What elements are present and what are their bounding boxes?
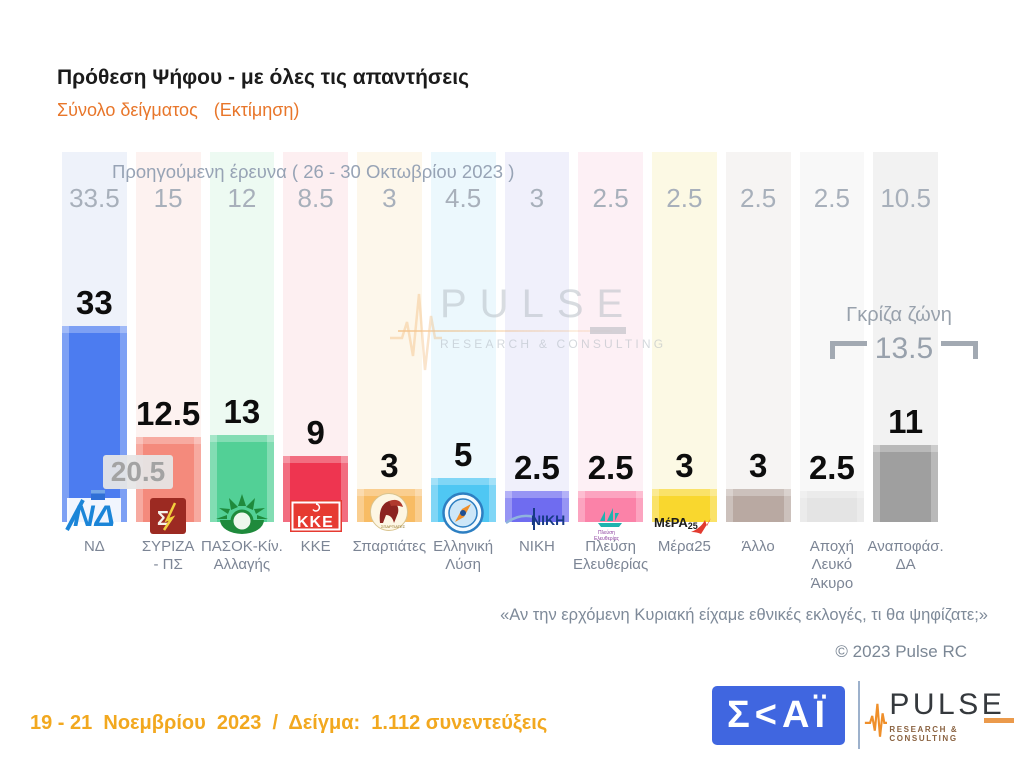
previous-value: 2.5	[740, 183, 777, 213]
party-label: Μέρα25	[657, 538, 711, 555]
current-value: 3	[675, 447, 694, 484]
gray-zone-value: 13.5	[874, 332, 934, 365]
party-column-elliniki-lysi: 4.5 5 Ελληνική Λύση	[430, 152, 496, 573]
previous-value: 2.5	[592, 183, 629, 213]
kke-logo: ΚΚΕ	[289, 500, 342, 532]
pulse-waveform-icon	[390, 293, 442, 371]
current-value: 11	[888, 403, 924, 440]
current-value: 33	[76, 284, 113, 321]
previous-value: 33.5	[69, 183, 120, 213]
lead-badge: 20.5	[103, 455, 173, 489]
current-value: 2.5	[808, 449, 855, 486]
syriza-logo: Σ	[150, 498, 187, 534]
bracket-right-icon	[941, 341, 979, 359]
party-column-anapofasistoi: 10.5 11 Αναποφάσ. ΔΑ	[868, 152, 944, 573]
svg-text:ΜέΡΑ25: ΜέΡΑ25	[654, 515, 698, 531]
svg-text:Πλεύση: Πλεύση	[598, 529, 615, 536]
spartiates-logo: ΣΠΑΡΤΙΑΤΕΣ	[370, 493, 409, 531]
niki-logo: ΝΙΚΗ	[504, 506, 570, 532]
party-column-pasok: 12 13 ΠΑΣΟΚ-Κίν. Αλλαγής	[201, 152, 283, 573]
watermark-smudge	[590, 327, 626, 334]
party-label: ΠΑΣΟΚ-Κίν. Αλλαγής	[200, 538, 283, 574]
previous-value: 2.5	[666, 183, 703, 213]
skai-logo-text: Σ<ΑΪ	[727, 694, 830, 736]
elliniki-lysi-logo	[442, 492, 484, 534]
svg-text:Ελευθερίας: Ελευθερίας	[594, 536, 620, 542]
current-value: 3	[380, 447, 399, 484]
party-label: Άλλο	[741, 538, 775, 555]
watermark-rule	[398, 327, 626, 334]
gray-zone-value-row: 13.5	[820, 334, 988, 364]
pulse-logo: PULSE RESEARCH & CONSULTING	[864, 688, 1016, 743]
party-column-apochi: 2.5 2.5 Αποχή Λευκό Άκυρο	[799, 152, 865, 592]
current-value: 2.5	[587, 449, 634, 486]
party-column-mera25: 2.5 3 ΜέΡΑ25 Μέρα25	[652, 152, 717, 555]
party-label: ΝΔ	[83, 538, 105, 555]
bracket-left-icon	[829, 341, 867, 359]
watermark-tagline: RESEARCH & CONSULTING	[440, 337, 667, 351]
sample-label: Σύνολο δείγματος	[57, 100, 198, 120]
skai-logo: Σ<ΑΪ	[712, 686, 845, 745]
svg-text:ΝΙΚΗ: ΝΙΚΗ	[531, 512, 565, 528]
party-label: ΝΙΚΗ	[518, 538, 555, 555]
watermark-brand: PULSE	[440, 282, 637, 326]
current-value: 13	[223, 393, 261, 430]
gray-zone-label: Γκρίζα ζώνη	[846, 304, 952, 326]
logo-divider	[858, 681, 860, 749]
party-label: Αποχή Λευκό Άκυρο	[809, 538, 855, 592]
current-value: 3	[748, 447, 768, 484]
current-value: 9	[306, 414, 325, 451]
bar-pasok	[209, 435, 275, 522]
page-title: Πρόθεση Ψήφου - με όλες τις απαντήσεις	[57, 66, 470, 89]
plefsi-logo: Πλεύση Ελευθερίας	[588, 506, 634, 542]
pulse-waveform-icon	[864, 703, 888, 737]
current-value: 2.5	[513, 449, 560, 486]
party-column-spartiates: 3 3 ΣΠΑΡΤΙΑΤΕΣ Σπαρτιάτες	[353, 152, 426, 555]
pulse-tagline-mark	[984, 718, 1014, 723]
current-value: 5	[453, 436, 473, 473]
previous-survey-label: Προηγούμενη έρευνα ( 26 - 30 Οκτωβρίου 2…	[112, 161, 515, 182]
party-column-kke: 8.5 9 ΚΚΕ ΚΚΕ	[283, 152, 348, 555]
previous-value: 15	[153, 183, 183, 213]
party-column-niki: 3 2.5 ΝΙΚΗ ΝΙΚΗ	[504, 152, 570, 555]
copyright: © 2023 Pulse RC	[835, 642, 967, 661]
nd-logo: ΝΔ	[65, 490, 123, 533]
current-value: 12.5	[136, 395, 201, 432]
party-label: Σπαρτιάτες	[352, 538, 427, 555]
party-label: Αναποφάσ. ΔΑ	[867, 538, 944, 574]
bar-anapofasistoi	[873, 445, 938, 522]
estimate-label: (Εκτίμηση)	[213, 100, 300, 120]
party-column-allo: 2.5 3 Άλλο	[725, 152, 791, 555]
previous-value: 3	[529, 183, 545, 213]
fieldwork-dates: 19 - 21 Νοεμβρίου 2023 / Δείγμα: 1.112 σ…	[30, 712, 548, 734]
previous-value: 3	[382, 183, 397, 213]
survey-question: «Αν την ερχόμενη Κυριακή είχαμε εθνικές …	[500, 606, 988, 624]
previous-value: 2.5	[813, 183, 850, 213]
party-label: ΣΥΡΙΖΑ - ΠΣ	[141, 538, 195, 574]
pulse-logo-brand: PULSE	[889, 688, 1006, 721]
pulse-watermark: PULSE RESEARCH & CONSULTING	[388, 282, 667, 371]
party-label: Πλεύση Ελευθερίας	[573, 538, 649, 574]
bar-nd	[62, 326, 127, 522]
previous-value: 8.5	[297, 183, 334, 213]
page-subtitle: Σύνολο δείγματος (Εκτίμηση)	[57, 100, 299, 121]
pasok-logo	[215, 492, 269, 534]
mera25-logo: ΜέΡΑ25	[653, 512, 715, 536]
pulse-logo-tagline: RESEARCH & CONSULTING	[889, 725, 959, 743]
bar-allo	[725, 489, 791, 522]
svg-text:ΣΠΑΡΤΙΑΤΕΣ: ΣΠΑΡΤΙΑΤΕΣ	[381, 524, 406, 529]
svg-text:ΚΚΕ: ΚΚΕ	[297, 514, 334, 531]
party-column-nd: 33.5 33 ΝΔ ΝΔ	[62, 152, 127, 555]
party-label: ΚΚΕ	[300, 538, 331, 555]
party-column-plefsi: 2.5 2.5 Πλεύση Ελευθερίας Πλεύση Ελευθερίας	[573, 152, 648, 573]
svg-text:Σ: Σ	[157, 508, 169, 530]
previous-value: 10.5	[880, 183, 931, 213]
previous-value: 12	[227, 183, 257, 213]
bar-mera25	[652, 489, 717, 522]
previous-value: 4.5	[445, 183, 482, 213]
bar-apochi	[799, 491, 865, 522]
party-label: Ελληνική Λύση	[433, 538, 494, 574]
